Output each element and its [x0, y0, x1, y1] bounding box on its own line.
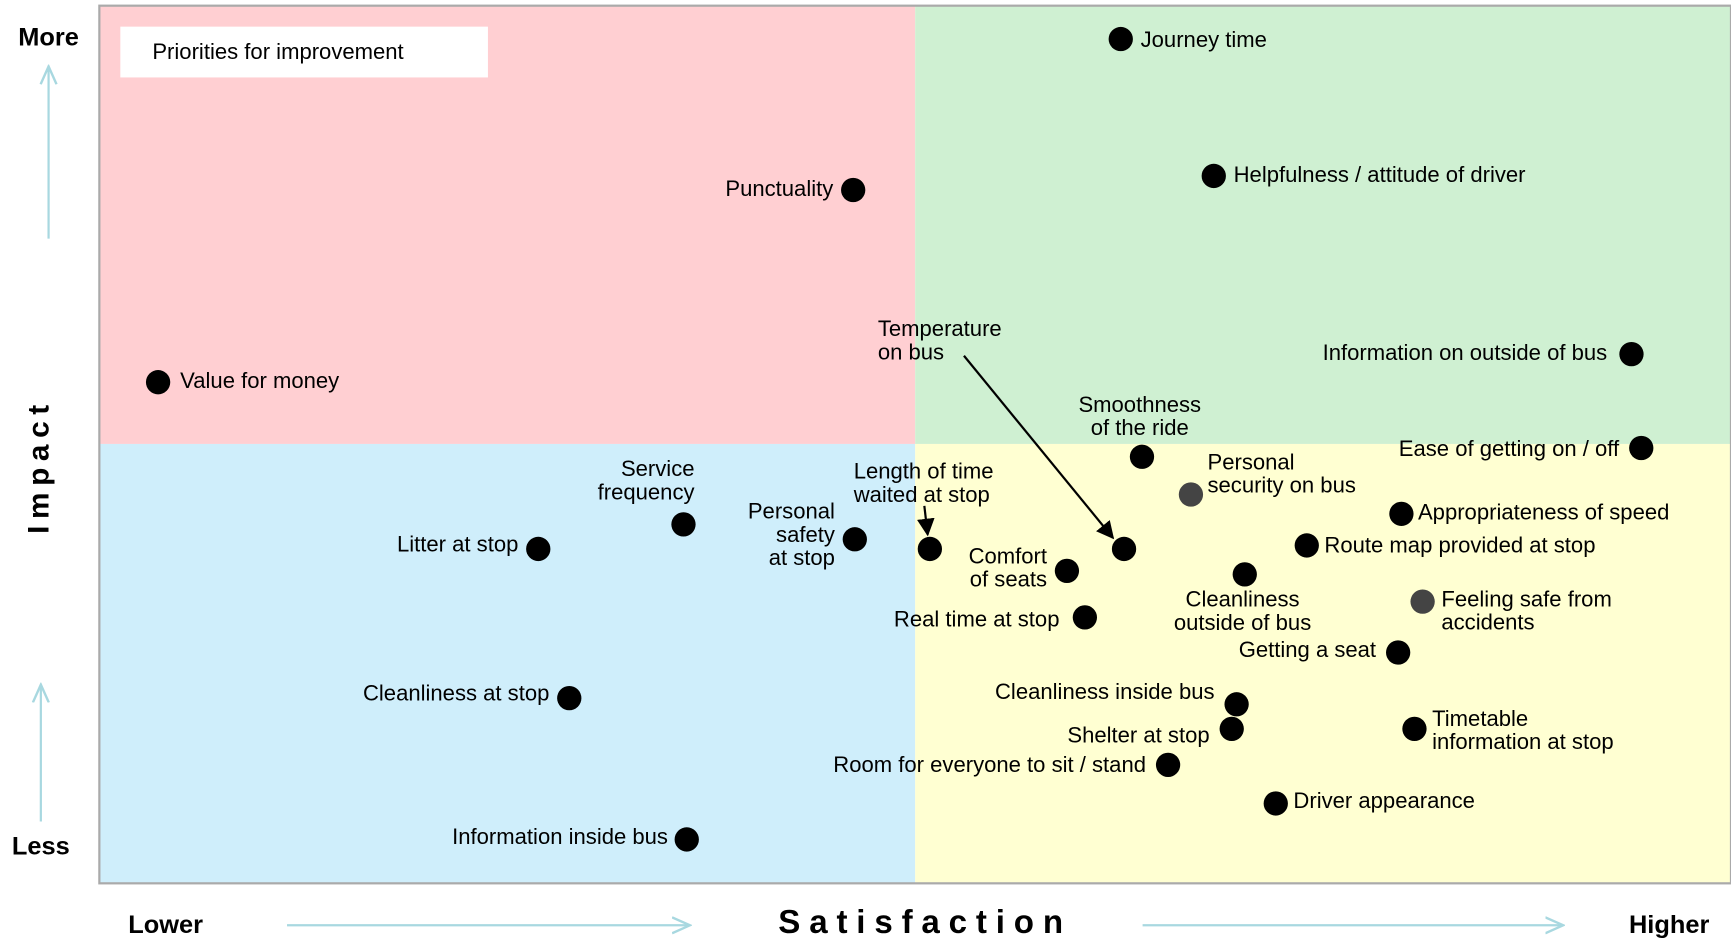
point — [1232, 562, 1257, 587]
point — [1294, 533, 1319, 558]
point — [1178, 482, 1204, 507]
y-low-label: Less — [12, 833, 70, 861]
point-label: Ease of getting on / off — [1399, 436, 1620, 461]
point-label: Cleanliness at stop — [363, 681, 549, 706]
point-label: Real time at stop — [894, 607, 1060, 632]
point — [1386, 640, 1411, 665]
point-label: of the ride — [1091, 415, 1189, 440]
point — [1054, 558, 1080, 584]
point — [145, 370, 171, 395]
quadrant-priority — [99, 5, 916, 444]
y-high-label: More — [18, 24, 79, 52]
point — [671, 512, 696, 537]
point-label: Feeling safe from — [1441, 586, 1611, 611]
point-label: Journey time — [1141, 27, 1267, 52]
point-label: on bus — [878, 339, 944, 364]
point-label: Route map provided at stop — [1324, 532, 1595, 557]
point-label: Room for everyone to sit / stand — [833, 752, 1146, 777]
point — [526, 536, 551, 562]
point-label: Value for money — [180, 368, 339, 393]
point — [1619, 341, 1644, 367]
legend-box — [120, 26, 488, 78]
point-label: Helpfulness / attitude of driver — [1234, 162, 1526, 187]
point — [1402, 716, 1427, 742]
point — [1629, 435, 1654, 461]
point-label: of seats — [970, 567, 1047, 592]
point — [1219, 716, 1244, 742]
point — [842, 527, 867, 552]
point — [1224, 692, 1249, 717]
point — [557, 686, 582, 711]
point-label: Getting a seat — [1239, 637, 1376, 662]
point-label: information at stop — [1432, 729, 1614, 754]
point — [1111, 536, 1137, 562]
point — [674, 827, 699, 852]
point-label: Temperature — [878, 316, 1002, 341]
point-label: Information on outside of bus — [1323, 340, 1608, 365]
point-label: Personal — [1207, 449, 1294, 474]
x-low-label: Lower — [128, 911, 203, 939]
point-label: Appropriateness of speed — [1418, 500, 1669, 525]
x-high-label: Higher — [1629, 911, 1709, 939]
label-arrow — [917, 505, 935, 537]
point-label: Personal — [748, 499, 835, 524]
point — [1108, 26, 1133, 52]
point-label: Smoothness — [1078, 392, 1201, 417]
point — [917, 536, 943, 562]
y-axis-title: Impact — [23, 398, 56, 534]
point-label: Litter at stop — [397, 531, 518, 556]
point — [1410, 589, 1435, 614]
point-label: Service — [621, 456, 695, 481]
point-label: at stop — [769, 545, 835, 570]
point — [1201, 163, 1226, 189]
quadrant-strength — [915, 5, 1731, 444]
x-axis-title: Satisfaction — [778, 904, 1072, 941]
point-label: Driver appearance — [1293, 788, 1475, 813]
point — [841, 177, 866, 203]
point — [1129, 444, 1155, 469]
point-label: outside of bus — [1174, 610, 1311, 635]
point-label: Cleanliness — [1186, 587, 1300, 612]
quadrant-maintain — [915, 443, 1731, 884]
point — [1389, 501, 1414, 526]
label-arrow — [963, 355, 1115, 540]
point — [1263, 791, 1288, 816]
point-label: security on bus — [1207, 473, 1355, 498]
legend-title: Priorities for improvement — [152, 39, 403, 64]
point-label: accidents — [1441, 610, 1534, 635]
point-label: Punctuality — [725, 176, 833, 201]
point-label: Timetable — [1432, 706, 1528, 731]
point-label: safety — [776, 522, 835, 547]
point-label: waited at stop — [853, 482, 990, 507]
point-label: Information inside bus — [452, 824, 668, 849]
point-label: Length of time — [854, 459, 994, 484]
point-label: Comfort — [969, 543, 1047, 568]
point-label: frequency — [598, 479, 695, 504]
point — [1155, 752, 1181, 777]
quadrant-low-priority — [99, 443, 916, 884]
point-label: Cleanliness inside bus — [995, 679, 1215, 704]
point-label: Shelter at stop — [1067, 722, 1209, 747]
point — [1072, 605, 1098, 630]
